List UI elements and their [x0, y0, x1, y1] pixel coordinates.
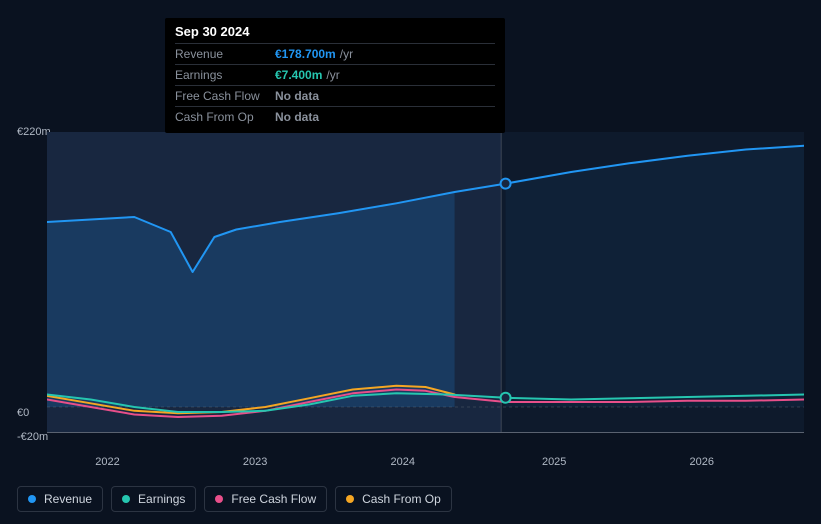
x-axis-tick: 2022 — [95, 456, 119, 468]
legend-dot-icon — [215, 495, 223, 503]
chart-container: €220m€0-€20m Past Analysts Forecasts 202… — [17, 126, 804, 484]
tooltip-row: Revenue€178.700m/yr — [175, 43, 495, 64]
y-axis-label: €0 — [17, 407, 29, 419]
tooltip-row-label: Cash From Op — [175, 110, 275, 124]
tooltip-row-value: €178.700m — [275, 47, 336, 61]
tooltip-row-label: Revenue — [175, 47, 275, 61]
legend-item[interactable]: Free Cash Flow — [204, 486, 327, 512]
chart-tooltip: Sep 30 2024 Revenue€178.700m/yrEarnings€… — [165, 18, 505, 133]
x-axis-tick: 2026 — [690, 456, 714, 468]
legend-item[interactable]: Earnings — [111, 486, 196, 512]
x-axis-tick: 2024 — [391, 456, 415, 468]
tooltip-row-value: No data — [275, 110, 319, 124]
tooltip-row-value: €7.400m — [275, 68, 322, 82]
chart-legend: Revenue Earnings Free Cash Flow Cash From O… — [17, 486, 452, 512]
tooltip-row-unit: /yr — [340, 47, 353, 61]
legend-item-label: Cash From Op — [362, 492, 441, 506]
chart-plot[interactable] — [47, 132, 804, 432]
x-axis-tick: 2025 — [542, 456, 566, 468]
tooltip-row: Cash From OpNo data — [175, 106, 495, 127]
tooltip-row-unit: /yr — [326, 68, 339, 82]
y-axis-label: -€20m — [17, 431, 48, 443]
tooltip-row-value: No data — [275, 89, 319, 103]
y-axis-label: €220m — [17, 126, 51, 138]
legend-item-label: Earnings — [138, 492, 185, 506]
tooltip-row-label: Earnings — [175, 68, 275, 82]
tooltip-row-label: Free Cash Flow — [175, 89, 275, 103]
x-axis-line — [47, 432, 804, 433]
chart-svg — [47, 132, 804, 432]
tooltip-rows: Revenue€178.700m/yrEarnings€7.400m/yrFre… — [175, 43, 495, 127]
legend-item-label: Free Cash Flow — [231, 492, 316, 506]
tooltip-row: Free Cash FlowNo data — [175, 85, 495, 106]
legend-dot-icon — [346, 495, 354, 503]
tooltip-row: Earnings€7.400m/yr — [175, 64, 495, 85]
legend-dot-icon — [122, 495, 130, 503]
x-axis-tick: 2023 — [243, 456, 267, 468]
legend-item-label: Revenue — [44, 492, 92, 506]
legend-item[interactable]: Revenue — [17, 486, 103, 512]
legend-dot-icon — [28, 495, 36, 503]
tooltip-title: Sep 30 2024 — [175, 24, 495, 43]
legend-item[interactable]: Cash From Op — [335, 486, 452, 512]
